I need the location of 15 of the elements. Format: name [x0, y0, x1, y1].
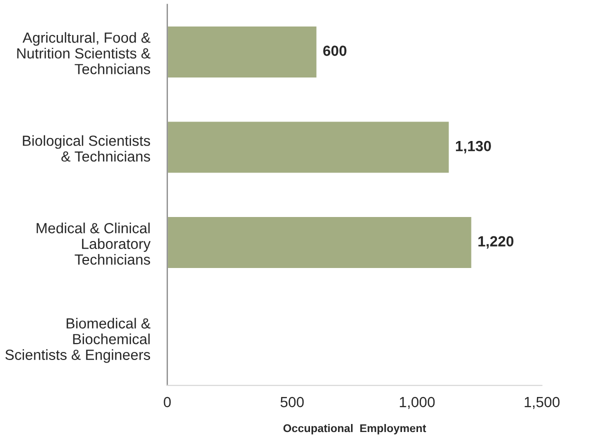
data-label: 1,220	[478, 236, 514, 249]
x-tick-label: 0	[164, 396, 171, 408]
y-tick-label: Agricultural, Food & Nutrition Scientists & Technicians	[17, 32, 150, 74]
bar	[167, 25, 318, 79]
x-tick-label: 1,000	[400, 396, 435, 409]
y-tick-label: Biological Scientists & Technicians	[22, 135, 150, 162]
x-tick-label: 1,500	[524, 396, 560, 409]
bar	[167, 216, 473, 270]
x-tick-label: 500	[280, 396, 304, 408]
data-label: 600	[323, 46, 346, 56]
data-label: 1,130	[456, 140, 491, 154]
bar	[167, 120, 450, 174]
y-tick-label: Biomedical & Biochemical Scientists & Engineers	[5, 318, 150, 363]
y-tick-label: Medical & Clinical Laboratory Technicians	[36, 222, 151, 265]
x-axis-title: Occupational Employment	[283, 424, 426, 434]
